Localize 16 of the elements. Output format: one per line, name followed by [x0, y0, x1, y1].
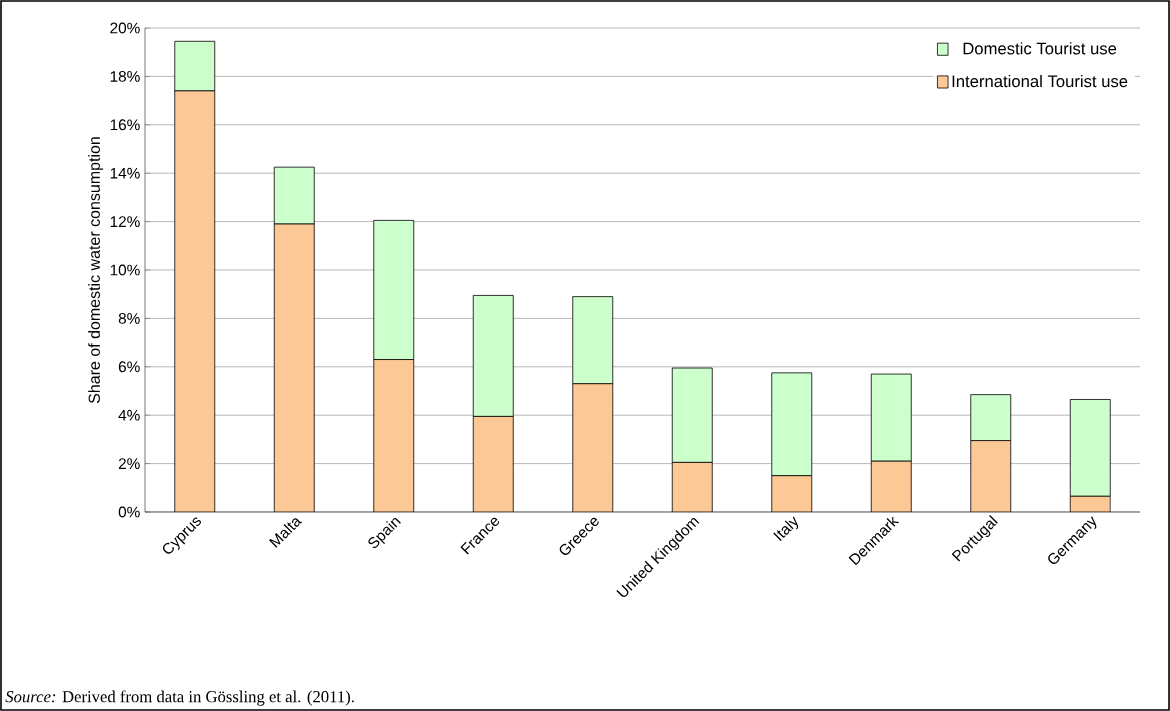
y-tick-label: 4% [118, 409, 140, 421]
y-tick-label: 6% [118, 361, 140, 373]
y-tick-label: 14% [110, 167, 140, 179]
y-tick-label: 8% [118, 312, 140, 324]
y-tick-label: 18% [110, 70, 140, 82]
y-tick-label: 20% [110, 22, 140, 34]
y-tick-label: 10% [110, 264, 140, 276]
y-tick-label: 2% [118, 458, 140, 469]
y-tick-label: 0% [118, 506, 140, 518]
y-tick-label: 16% [110, 119, 140, 131]
legend-label: Domestic Tourist use [963, 42, 1117, 55]
y-axis-title: Share of domestic water consumption [88, 137, 104, 404]
x-tick-label: Italy [773, 516, 799, 541]
legend-label: International Tourist use [952, 74, 1128, 88]
y-tick-label: 12% [110, 216, 140, 227]
text: Source: Derived from data in Gössling et al. (2011). [5, 690, 354, 706]
